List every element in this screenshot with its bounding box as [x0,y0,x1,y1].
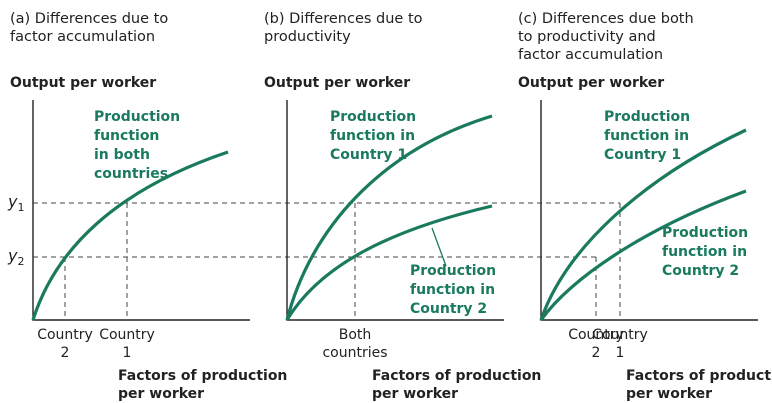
curve-label: Production [662,225,748,241]
production-curve-1 [539,128,747,321]
y-label: y1 [7,192,24,214]
curve-label: Production [94,109,180,125]
panel-title: factor accumulation [10,29,155,45]
x-tick-label: 2 [61,345,70,361]
panel-title: to productivity and [518,29,656,45]
curve-label: function in [662,244,747,260]
panel-title: (a) Differences due to [10,11,168,27]
curve-label: Country 2 [662,263,739,279]
y-label-letter: y [7,246,18,265]
y-axis-label: Output per worker [264,75,410,91]
panel-title: (c) Differences due both [518,11,694,27]
panel-title: (b) Differences due to [264,11,423,27]
y-label-sub: 1 [17,201,24,214]
production-curve-1 [285,114,493,321]
x-tick-label: 1 [616,345,625,361]
panel-title: productivity [264,29,351,45]
curve-label: in both [94,147,150,163]
x-axis-label: per worker [118,386,204,402]
x-tick-label: Country [592,327,648,343]
x-axis-label: per worker [626,386,712,402]
x-tick-label: Country [568,327,624,343]
production-curve-2 [539,189,747,321]
y-axis-label: Output per worker [518,75,664,91]
curve-label: function in [330,128,415,144]
curve-label: Production [410,263,496,279]
y-label-sub: 2 [17,255,24,268]
panel-title: factor accumulation [518,47,663,63]
production-curve-2 [285,204,493,321]
curve-label: function in [604,128,689,144]
x-tick-label: Both [339,327,372,343]
leader-line [431,227,447,267]
curve-label: Production [604,109,690,125]
x-tick-label: 1 [123,345,132,361]
x-axis-label: Factors of production [626,368,772,384]
x-axis-label: Factors of production [118,368,287,384]
production-curve [31,150,229,321]
x-axis-label: per worker [372,386,458,402]
drop-lines [64,203,621,320]
guide-lines [33,202,620,258]
x-tick-label: 2 [592,345,601,361]
x-tick-label: Country [99,327,155,343]
x-axis-label: Factors of production [372,368,541,384]
curve-label: Country 2 [410,301,487,317]
curve-label: Production [330,109,416,125]
curve-label: countries [94,166,168,182]
curve-label: function [94,128,159,144]
y-axis-label: Output per worker [10,75,156,91]
curve-label: Country 1 [604,147,681,163]
x-tick-label: Country [37,327,93,343]
y-label: y2 [7,246,24,268]
curve-label: function in [410,282,495,298]
x-tick-label: countries [322,345,387,361]
y-label-letter: y [7,192,18,211]
curve-label: Country 1 [330,147,407,163]
